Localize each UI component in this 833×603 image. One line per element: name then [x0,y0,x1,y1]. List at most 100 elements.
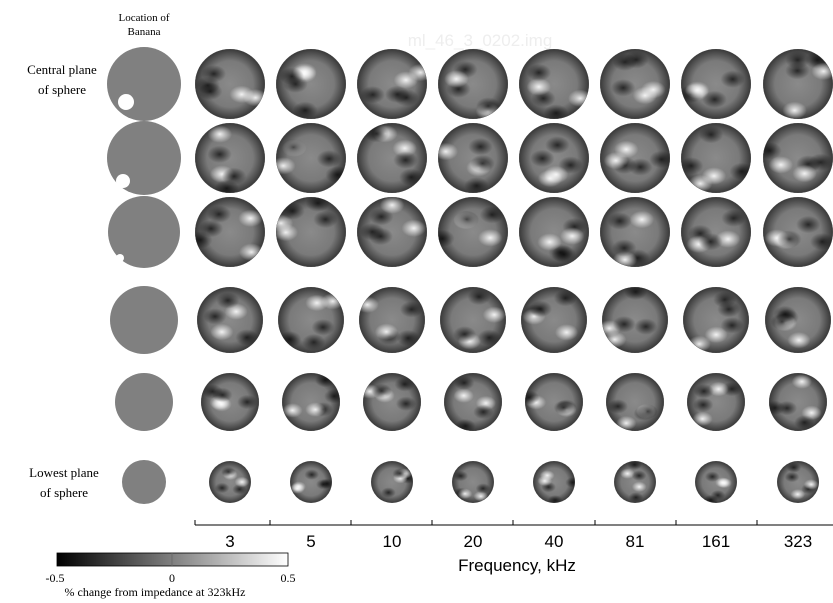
thumb-spot [214,179,240,193]
thumb-spot [207,145,232,164]
thumb-spot [239,243,264,261]
thumb-spot [631,481,647,493]
thumb-spot [782,101,807,119]
thumb-spot [221,466,236,478]
frequency-label: 81 [626,532,645,551]
thumb-spot [543,104,569,119]
thumbnail [521,287,587,353]
thumb-spot [276,214,294,233]
thumb-spot [631,470,647,481]
thumb-spot [394,377,415,392]
thumb-spot [195,231,213,249]
thumb-spot [371,383,392,399]
thumb-spot [281,138,306,157]
thumbnail [357,123,427,193]
thumb-spot [453,470,469,482]
thumb-spot [787,331,811,349]
thumb-spot [776,400,798,416]
banana [116,254,124,262]
thumb-spot [473,491,489,502]
thumb-base [763,197,833,267]
thumb-spot [305,294,329,312]
thumb-spot [311,318,335,336]
thumb-spot [555,324,579,341]
thumb-spot [790,489,806,500]
thumb-spot [702,90,727,109]
thumb-spot [543,165,569,184]
thumb-spot [721,209,746,227]
thumbnail [452,461,494,503]
thumb-spot [207,125,233,143]
thumb-spot [603,151,629,170]
thumb-spot [620,468,635,479]
thumb-spot [316,150,342,168]
thumbnail [290,461,332,503]
thumbnail [276,123,346,193]
thumbnail [282,373,340,431]
thumb-spot [710,490,726,501]
thumb-spot [720,70,745,88]
thumbnail [357,49,427,119]
thumb-spot [784,471,800,483]
thumb-spot [398,168,424,186]
thumb-spot [701,167,727,185]
colorbar-label: -0.5 [46,571,65,585]
thumb-spot [526,63,552,82]
thumbnail [519,49,589,119]
thumb-spot [313,210,338,229]
thumb-spot [212,387,233,403]
thumb-spot [468,137,493,156]
thumb-spot [715,477,730,488]
thumb-spot [641,80,666,99]
thumb-spot [553,289,577,307]
thumb-spot [629,210,655,229]
thumb-spot [454,210,480,229]
thumbnail [533,461,575,503]
thumbnail [195,49,265,119]
thumb-spot [477,329,501,346]
thumbnail [763,49,833,119]
thumb-spot [315,373,336,388]
thumb-spot [324,388,340,404]
thumb-spot [464,176,489,193]
thumb-spot [704,326,728,343]
thumb-spot [796,215,821,234]
thumb-spot [698,125,724,144]
thumb-spot [364,124,389,143]
thumb-spot [374,323,398,341]
thumb-spot [201,65,227,83]
thumb-spot [401,219,427,237]
thumb-spot [393,71,419,89]
thumb-spot [616,415,637,431]
row-label: Central plane [27,62,97,77]
thumb-spot [479,205,505,224]
thumb-spot [530,149,555,168]
thumbnail [438,49,508,119]
thumbnail [600,123,670,193]
thumbnail [606,373,664,431]
thumb-base [681,49,751,119]
thumbnail [600,197,670,267]
thumb-spot [637,404,658,419]
thumb-spot [768,156,794,174]
thumb-spot [292,101,318,119]
thumb-base [276,49,346,119]
thumb-spot [808,153,833,172]
thumb-spot [305,197,331,212]
thumb-spot [713,291,737,308]
thumb-spot [206,205,232,223]
frequency-label: 323 [784,532,812,551]
thumb-spot [537,233,562,251]
thumbnail [681,197,751,267]
thumb-spot [698,232,723,251]
thumb-spot [681,157,704,175]
thumb-spot [203,308,227,325]
thumb-spot [612,239,637,257]
thumb-spot [280,202,305,220]
thumb-spot [234,476,250,488]
thumb-base [600,123,670,193]
thumb-spot [438,142,459,161]
thumb-spot [238,209,263,228]
thumbnail [519,197,589,267]
